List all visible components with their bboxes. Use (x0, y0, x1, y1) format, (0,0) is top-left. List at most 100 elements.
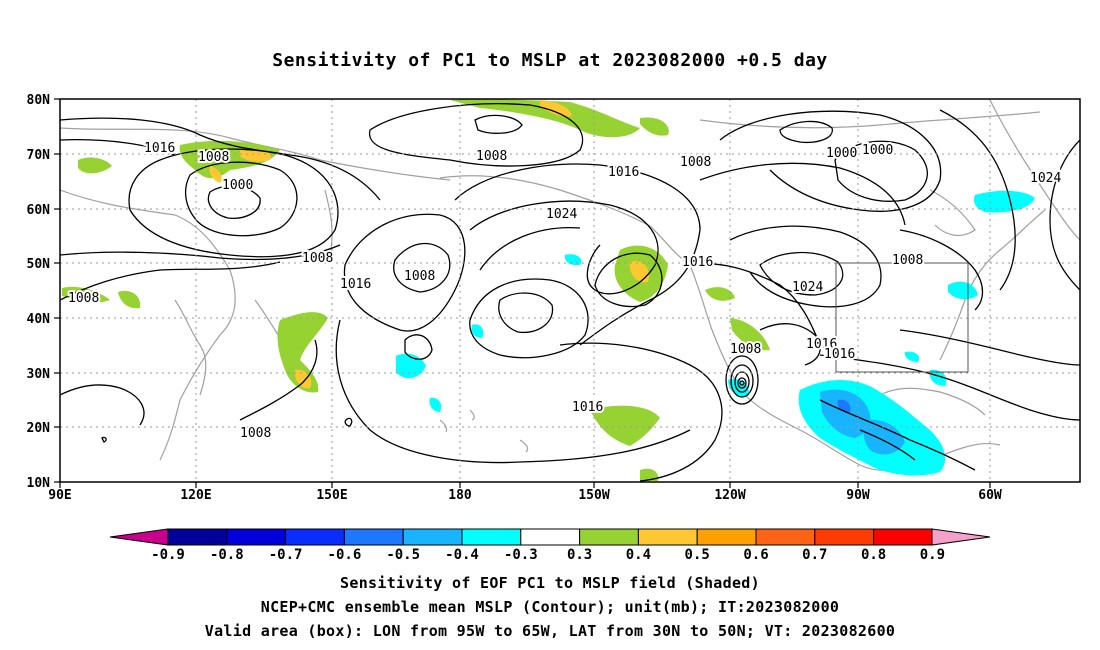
contour-line (559, 342, 723, 482)
lat-label: 40N (27, 312, 51, 327)
colorbar-label: 0.6 (743, 547, 768, 563)
lon-label: 150W (578, 488, 609, 503)
caption-line-3: Valid area (box): LON from 95W to 65W, L… (204, 622, 896, 640)
colorbar-label: 0.9 (920, 547, 945, 563)
contour-label: 1008 (240, 426, 271, 441)
patch-positive (540, 100, 572, 117)
lat-label: 60N (27, 203, 51, 218)
lon-label: 180 (448, 488, 472, 503)
contour-line (899, 229, 984, 311)
contour-line (819, 399, 976, 471)
patch-positive (240, 148, 271, 162)
colorbar-cell (696, 528, 757, 546)
contour-label: 1016 (144, 141, 175, 156)
coast-greenland (989, 99, 1080, 241)
contour-line (454, 163, 701, 346)
colorbar-label: 0.4 (626, 547, 651, 563)
colorbar-label: -0.7 (269, 547, 303, 563)
contour-line (101, 436, 107, 443)
contour-line (128, 148, 339, 258)
caption-line-2: NCEP+CMC ensemble mean MSLP (Contour); u… (260, 598, 840, 616)
colorbar-cell (637, 528, 698, 546)
contour-line (899, 329, 1080, 366)
contour-line (699, 162, 906, 226)
contour-line (759, 251, 844, 296)
coast-kamchatka (324, 189, 333, 256)
map-title: Sensitivity of PC1 to MSLP at 2023082000… (272, 50, 828, 71)
contour-line (344, 417, 353, 427)
lon-label: 150E (316, 488, 347, 503)
contour-line (60, 117, 381, 201)
lat-label: 70N (27, 148, 51, 163)
colorbar-cell (461, 528, 522, 546)
colorbar-cell (167, 528, 228, 546)
mslp-contours (60, 103, 1080, 482)
contour-label: 1008 (730, 342, 761, 357)
lat-label: 20N (27, 421, 51, 436)
contour-label: 1024 (792, 280, 823, 295)
contour-line (719, 110, 942, 212)
patch-positive (62, 286, 110, 303)
contour-line (819, 354, 1080, 421)
contour-line (729, 225, 882, 308)
patch-positive (705, 287, 735, 301)
patch-positive (450, 99, 640, 138)
lon-label: 120E (180, 488, 211, 503)
contour-label: 1016 (824, 347, 855, 362)
contour-label: 1024 (1030, 171, 1061, 186)
colorbar-cell (520, 528, 581, 546)
contour-line (739, 380, 745, 386)
contour-label: 1008 (68, 291, 99, 306)
contour-line (393, 242, 451, 293)
contour-line (737, 377, 747, 389)
contour-label: 1016 (682, 255, 713, 270)
patch-negative (904, 351, 920, 362)
patch-negative (564, 254, 582, 266)
colorbar-cell (343, 528, 404, 546)
contour-label: 1008 (680, 155, 711, 170)
colorbar-low-arrow (109, 528, 169, 546)
contour-label: 1000 (222, 178, 253, 193)
patch-positive (640, 468, 659, 481)
contour-line (239, 339, 318, 421)
contour-label: 1000 (826, 146, 857, 161)
contour-line (859, 429, 916, 461)
contour-line (60, 384, 145, 426)
contour-line (834, 140, 928, 202)
contour-line (368, 103, 584, 167)
lon-labels: 90E 120E 150E 180 150W 120W 90W 60W (48, 488, 1002, 503)
colorbar-cell (755, 528, 816, 546)
colorbar-cell (814, 528, 875, 546)
colorbar-label: 0.8 (861, 547, 886, 563)
caption-line-1: Sensitivity of EOF PC1 to MSLP field (Sh… (340, 574, 760, 592)
patch-negative (948, 281, 978, 300)
contour-line (60, 261, 281, 301)
patch-negative (929, 369, 947, 386)
colorbar-high-arrow (931, 528, 991, 546)
map-plot-area: 1016 1008 1000 1008 1008 1000 1000 1024 … (60, 99, 1080, 482)
patch-positive (294, 369, 312, 389)
colorbar-label: -0.4 (445, 547, 479, 563)
colorbar-label: 0.5 (685, 547, 710, 563)
patch-positive (78, 157, 112, 174)
lon-label: 60W (978, 488, 1002, 503)
contour-line (689, 263, 821, 346)
colorbar-labels: -0.9 -0.8 -0.7 -0.6 -0.5 -0.4 -0.3 0.3 0.4 0.5 0.6… (151, 547, 945, 563)
colorbar-label: 0.3 (567, 547, 592, 563)
coast-korea-china (174, 299, 207, 396)
patch-negative (820, 389, 871, 438)
contour-line (725, 355, 759, 405)
contour-label: 1008 (198, 150, 229, 165)
contour-label: 1000 (862, 143, 893, 158)
colorbar-label: 0.7 (802, 547, 827, 563)
coast-na-east (939, 209, 1046, 361)
contour-label: 1016 (608, 165, 639, 180)
contour-line (469, 278, 589, 359)
colorbar-label: -0.3 (504, 547, 538, 563)
colorbar-cell (402, 528, 463, 546)
contour-label: 1008 (404, 269, 435, 284)
contour-line (207, 185, 261, 219)
coast-hudson (929, 189, 976, 237)
coast-alaska (439, 175, 691, 266)
